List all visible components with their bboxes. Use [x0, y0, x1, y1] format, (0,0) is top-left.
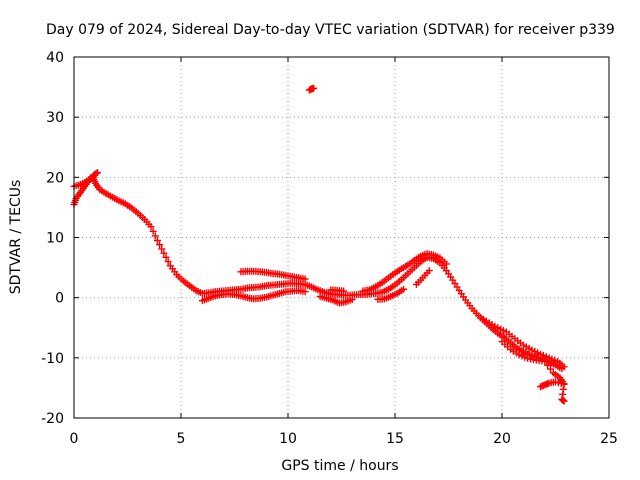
series-lower-branch: [198, 267, 568, 405]
series-main-track: [70, 173, 566, 373]
data-point: [153, 237, 161, 245]
data-point: [560, 363, 568, 371]
data-point: [348, 295, 356, 303]
y-tick-label: -20: [41, 411, 64, 427]
data-point: [164, 258, 172, 266]
x-tick-label: 15: [386, 431, 404, 447]
data-point: [158, 245, 166, 253]
y-tick-label: 20: [46, 170, 64, 186]
x-tick-label: 0: [70, 431, 79, 447]
data-point: [301, 275, 309, 283]
x-tick-label: 5: [177, 431, 186, 447]
data-point: [301, 288, 309, 296]
data-point: [160, 249, 168, 257]
data-point: [310, 84, 318, 92]
data-point: [151, 232, 159, 240]
y-tick-label: 40: [46, 50, 64, 66]
data-point: [156, 241, 164, 249]
data-point: [162, 253, 170, 261]
data-point: [340, 287, 348, 295]
data-points: [70, 84, 568, 405]
data-point: [147, 223, 155, 231]
series-outlier: [305, 84, 318, 94]
data-point: [544, 361, 552, 369]
data-point: [94, 169, 102, 177]
y-tick-label: 30: [46, 110, 64, 126]
data-point: [149, 227, 157, 235]
series-upper-branch: [70, 169, 568, 371]
y-axis-ticks: -20 -10 0 10 20 30 40: [41, 50, 609, 427]
data-point: [541, 357, 549, 365]
data-point: [560, 380, 568, 388]
data-point: [559, 385, 567, 393]
data-point: [547, 365, 555, 373]
x-tick-label: 20: [493, 431, 511, 447]
data-point: [92, 170, 100, 178]
x-axis-label: GPS time / hours: [281, 458, 398, 474]
grid: [74, 57, 609, 418]
x-tick-label: 25: [600, 431, 618, 447]
y-axis-label: SDTVAR / TECUs: [8, 180, 24, 295]
y-tick-label: -10: [41, 351, 64, 367]
y-tick-label: 10: [46, 231, 64, 247]
y-tick-label: 0: [55, 291, 64, 307]
data-point: [425, 267, 433, 275]
chart-title: Day 079 of 2024, Sidereal Day-to-day VTE…: [46, 22, 615, 38]
data-point: [442, 260, 450, 268]
data-point: [560, 397, 568, 405]
data-point: [400, 285, 408, 293]
x-tick-label: 10: [279, 431, 297, 447]
x-axis-ticks: 0 5 10 15 20 25: [70, 57, 618, 447]
